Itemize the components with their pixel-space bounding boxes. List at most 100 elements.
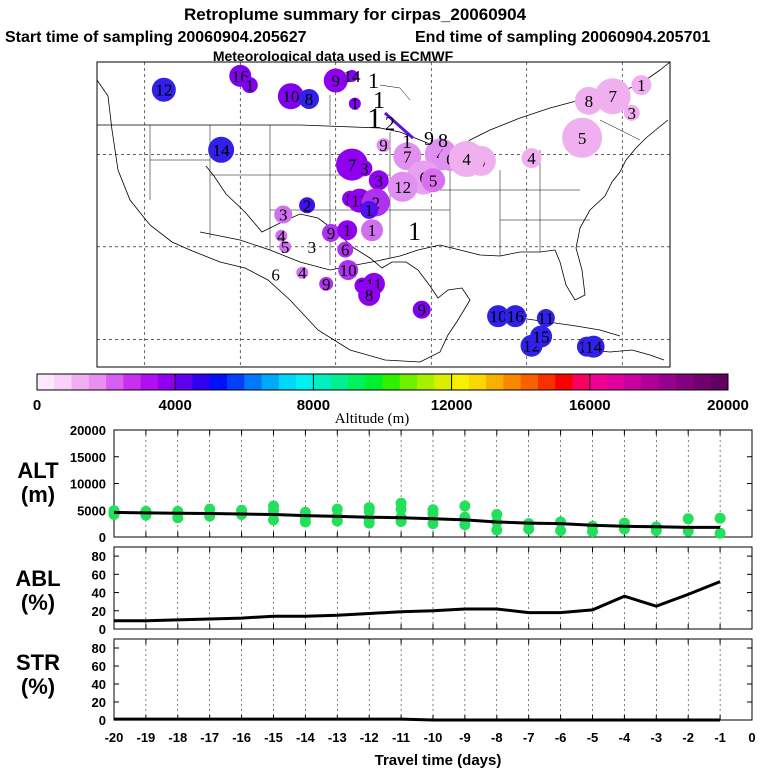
altitude-colorbar: 0 4000 8000 12000 16000 20000 Altitude (m) (33, 373, 749, 427)
cluster-label: 1 (351, 95, 360, 114)
x-tick-label: -4 (619, 730, 631, 745)
x-tick-label: -11 (392, 730, 410, 745)
cluster-circle (323, 68, 348, 93)
cluster-label: 8 (365, 286, 374, 305)
cluster-circle (319, 276, 334, 291)
colorbar-cell (261, 374, 280, 390)
colorbar-cell (676, 374, 694, 390)
cluster-circle (338, 259, 359, 280)
altitude-point (395, 497, 407, 509)
x-tick-label: -7 (523, 730, 535, 745)
colorbar-cell (209, 374, 228, 390)
colorbar-cell (710, 374, 729, 390)
release-label: 1 (402, 131, 412, 153)
cluster-circle (321, 223, 340, 242)
colorbar-cell (192, 374, 211, 390)
altitude-point (427, 518, 439, 530)
colorbar-cell (71, 374, 90, 390)
panel-1: 0 20 40 60 80 (92, 546, 753, 637)
cluster-circle (299, 197, 316, 214)
cluster-label: 5 (281, 238, 290, 257)
map-cluster-points: 1216110891411473974665123813223911145366… (151, 64, 652, 358)
end-time-label: End time of sampling 20060904.205701 (415, 29, 710, 46)
cluster-circle (582, 335, 605, 358)
release-labels: 1 1 1 2 9 8 1 1 (367, 68, 448, 246)
cluster-circle (337, 220, 358, 241)
cluster-circle (376, 138, 391, 153)
cluster-label: 11 (538, 309, 554, 328)
colorbar-label: Altitude (m) (335, 411, 410, 427)
altitude-point (714, 512, 726, 524)
colorbar-cell (589, 374, 608, 390)
cluster-label: 1 (246, 76, 255, 95)
series-line (114, 717, 721, 722)
border-mexico (199, 231, 419, 271)
cluster-circle (448, 141, 485, 178)
colorbar-cell (157, 374, 176, 390)
x-tick-label: -5 (587, 730, 599, 745)
altitude-point (555, 525, 567, 537)
x-tick-label: -9 (459, 730, 471, 745)
start-time-label: Start time of sampling 20060904.205627 (5, 29, 307, 46)
release-label: 1 (367, 102, 382, 135)
series-line (113, 510, 721, 529)
cluster-circle (345, 69, 358, 82)
alt-panel-unit: (m) (21, 482, 55, 507)
y-tick-label: 0 (99, 530, 106, 545)
y-tick-label: 80 (92, 641, 106, 656)
x-axis-title: Travel time (days) (375, 752, 502, 768)
altitude-point (491, 509, 503, 521)
x-tick-label: -13 (328, 730, 347, 745)
time-series-panels: 0 5000 10000 15000 20000 0 20 40 60 80 0 20 40 60 80 -2… (70, 423, 756, 745)
cluster-label: 5 (578, 129, 587, 148)
cluster-label: 9 (417, 301, 426, 320)
x-tick-label: -10 (424, 730, 443, 745)
x-tick-label: -8 (491, 730, 503, 745)
cluster-label: 8 (585, 92, 594, 111)
panel-0: 0 5000 10000 15000 20000 (70, 423, 753, 545)
x-tick-label: -14 (296, 730, 316, 745)
cluster-label: 14 (585, 338, 603, 357)
colorbar-cell (451, 374, 470, 390)
cluster-circle (412, 300, 431, 319)
cluster-label: 4 (527, 149, 536, 168)
x-tick-label: -6 (555, 730, 567, 745)
colorbar-cell (607, 374, 625, 390)
cluster-label: 16 (507, 307, 524, 326)
cluster-circle (274, 205, 293, 224)
cluster-label: 1 (368, 221, 377, 240)
altitude-point (204, 503, 216, 515)
cluster-label: 3 (628, 104, 637, 123)
colorbar-cell (468, 374, 487, 390)
cluster-circle (279, 240, 292, 253)
altitude-point (427, 504, 439, 516)
plume-trajectory (383, 111, 414, 140)
y-tick-label: 15000 (70, 450, 106, 465)
cluster-circle (151, 77, 176, 102)
cluster-circle (562, 117, 603, 158)
colorbar-cell (417, 374, 435, 390)
cluster-circle (504, 305, 527, 328)
cluster-label: 6 (271, 266, 280, 285)
colorbar-tick-label: 8000 (297, 397, 330, 414)
altitude-point (491, 524, 503, 536)
cluster-label: 9 (332, 71, 341, 90)
colorbar-cell (503, 374, 522, 390)
cluster-circle (631, 75, 652, 96)
str-panel-unit: (%) (21, 674, 55, 699)
colorbar-cell (537, 374, 556, 390)
cluster-circle (296, 266, 309, 279)
altitude-point (363, 502, 375, 514)
cluster-label: 3 (374, 171, 383, 190)
cluster-circle (361, 219, 384, 242)
lakes-outline (329, 84, 641, 141)
cluster-label: 1 (343, 221, 352, 240)
cluster-label: 2 (372, 193, 381, 212)
cluster-circle (337, 241, 354, 258)
y-tick-label: 40 (92, 586, 106, 601)
y-tick-label: 60 (92, 567, 106, 582)
altitude-point (299, 511, 311, 523)
alt-panel-label: ALT (17, 458, 59, 483)
cluster-label: 1 (365, 201, 374, 220)
